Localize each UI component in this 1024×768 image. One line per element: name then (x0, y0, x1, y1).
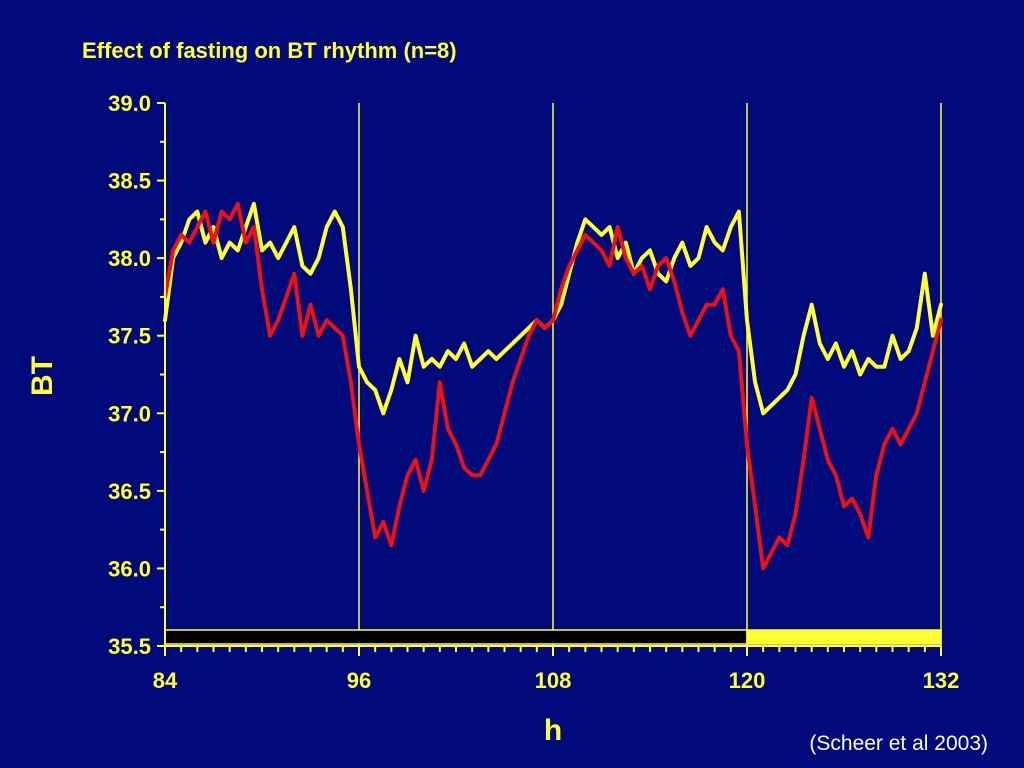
citation-annotation: (Scheer et al 2003) (809, 732, 988, 755)
x-axis-label: h (544, 714, 562, 747)
chart-title: Effect of fasting on BT rhythm (n=8) (82, 38, 457, 63)
x-tick-label-4: 132 (923, 668, 960, 693)
x-tick-label-2: 108 (535, 668, 572, 693)
series-line-red (163, 201, 943, 571)
y-tick-label-0: 35.5 (108, 634, 151, 659)
y-tick-label-2: 36.5 (108, 479, 151, 504)
light-dark-bar-segment-0 (164, 629, 748, 645)
y-tick-label-6: 38.5 (108, 169, 151, 194)
plot-area: 35.5 36.0 36.5 37.0 37.5 38.0 38.5 39.0 84 96 108 1… (108, 91, 959, 693)
y-tick-label-3: 37.0 (108, 401, 151, 426)
light-dark-bar-segment-1 (746, 629, 942, 645)
y-axis-label: BT (26, 356, 59, 396)
y-tick-label-4: 37.5 (108, 324, 151, 349)
x-tick-label-0: 84 (153, 668, 178, 693)
y-tick-label-5: 38.0 (108, 246, 151, 271)
y-tick-label-7: 39.0 (108, 91, 151, 116)
x-tick-label-1: 96 (347, 668, 371, 693)
y-tick-label-1: 36.0 (108, 556, 151, 581)
x-tick-label-3: 120 (729, 668, 766, 693)
